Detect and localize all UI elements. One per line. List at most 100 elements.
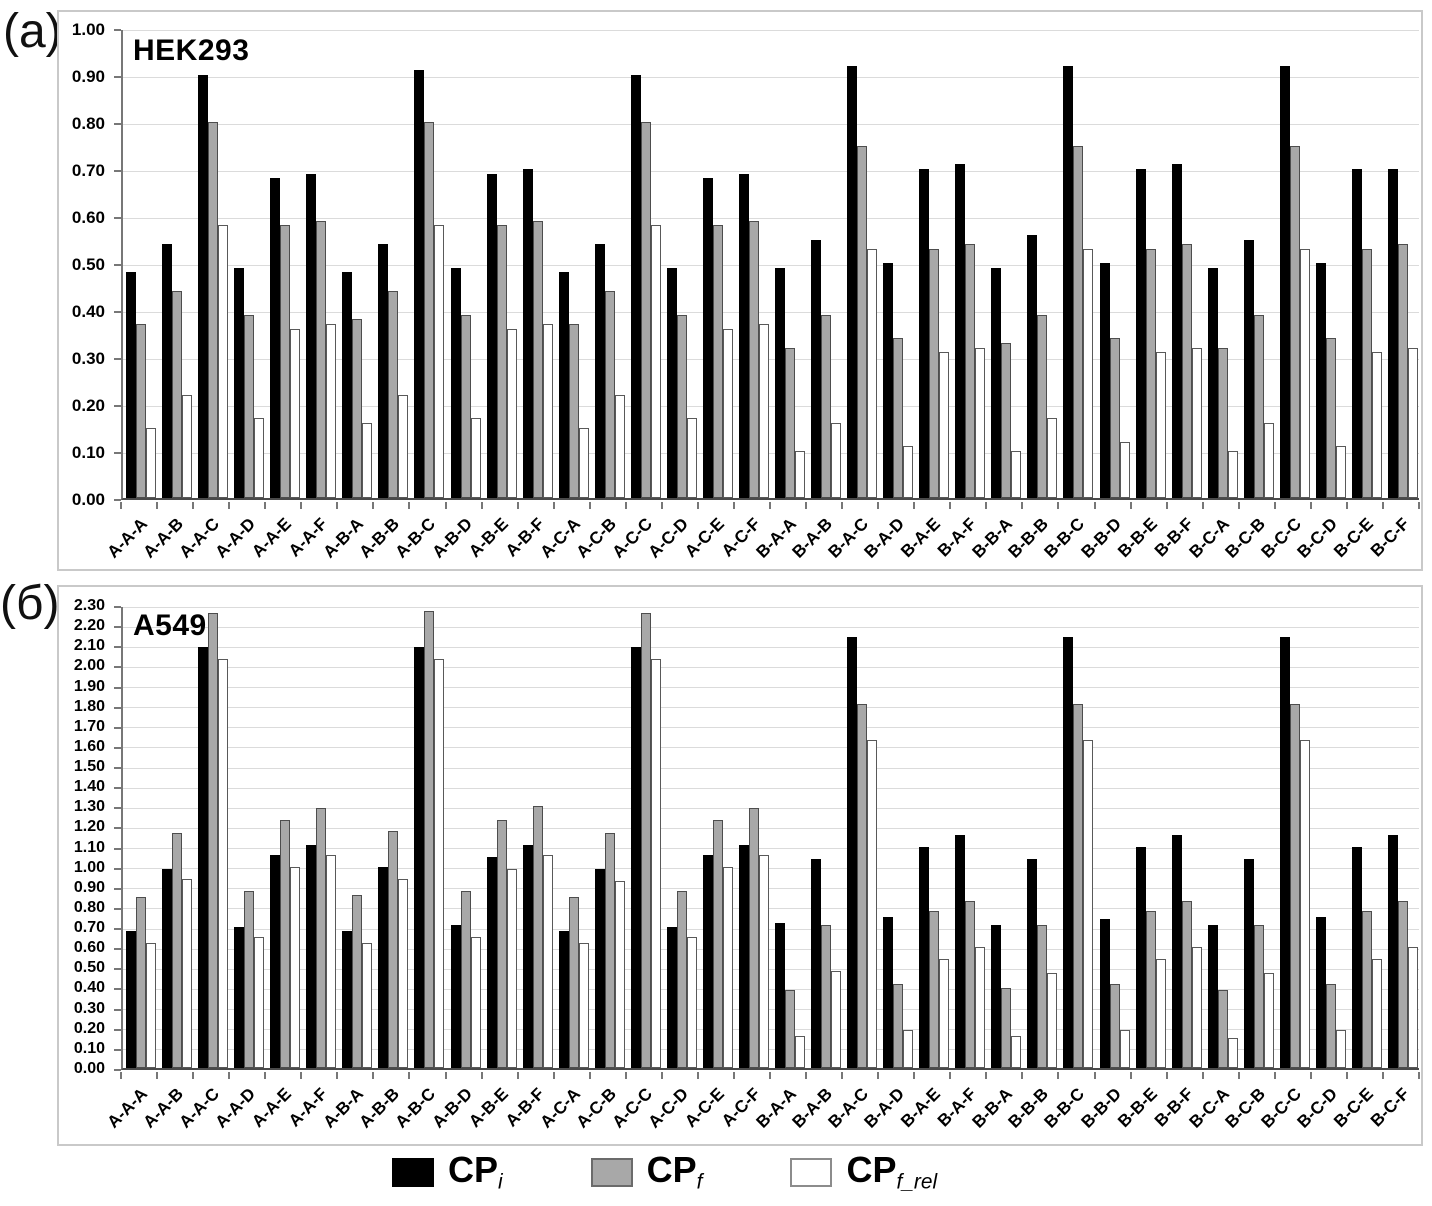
bar-cp-f-rel-a-c-d [686, 418, 697, 498]
y-axis-tick-mark [114, 867, 121, 870]
bar-cp-f-b-a-b [821, 314, 832, 498]
x-axis-category-label: A-B-D [428, 1084, 476, 1132]
gridline [123, 452, 1419, 454]
y-axis-tick-label: 0.10 [71, 443, 105, 462]
bar-cp-i-a-b-d [450, 267, 461, 498]
y-axis-labels: 0.00 0.10 0.20 0.30 0.40 0.50 0.60 0.70 0.80 0.90… [59, 20, 113, 509]
bar-cp-i-b-b-b [1027, 858, 1038, 1068]
bar-cp-f-rel-a-a-a [146, 943, 157, 1068]
bar-cp-i-a-a-d [234, 927, 245, 1068]
bar-cp-f-rel-a-b-e [506, 868, 517, 1068]
x-axis-tick-mark [696, 1072, 699, 1079]
bar-cp-f-rel-a-a-b [182, 394, 193, 498]
x-axis-labels: A-A-A A-A-B A-A-C A-A-D A-A-E A-A-F A-B-A A-B-B… [104, 510, 1419, 580]
bar-cp-i-a-b-c [414, 647, 425, 1068]
bar-cp-f-b-c-e [1361, 248, 1372, 498]
bar-cp-i-a-a-f [306, 844, 317, 1068]
y-axis-tick-mark [114, 1008, 121, 1011]
x-axis-tick-mark [228, 502, 231, 509]
y-axis-tick-mark [114, 907, 121, 910]
x-axis-category-label: B-C-A [1185, 514, 1233, 562]
bar-cp-f-rel-b-b-f [1191, 947, 1202, 1068]
bar-cp-f-rel-a-b-a [362, 943, 373, 1068]
bar-cp-f-rel-a-c-d [686, 937, 697, 1068]
x-axis-category-label: B-A-C [824, 514, 873, 562]
bar-cp-i-b-c-b [1243, 858, 1254, 1068]
x-axis-tick-mark [1418, 502, 1420, 509]
bar-cp-f-b-c-f [1397, 244, 1408, 498]
y-axis-tick-mark [114, 646, 121, 649]
bar-cp-f-b-a-a [785, 989, 796, 1068]
bar-cp-i-a-c-c [630, 647, 641, 1068]
x-axis-category-label: B-B-D [1077, 514, 1125, 562]
x-axis-category-label: B-A-E [897, 1084, 945, 1132]
x-axis-category-label: A-C-E [681, 514, 728, 562]
bar-cp-f-b-b-b [1037, 314, 1048, 498]
x-axis-tick-mark [444, 502, 447, 509]
legend-item-cp-i: CPi [392, 1152, 503, 1193]
x-axis-tick-mark [805, 502, 808, 509]
y-axis-tick-label: 0.00 [73, 1060, 105, 1077]
gridline [123, 264, 1419, 266]
bar-cp-f-a-c-f [748, 808, 759, 1068]
bar-cp-f-b-a-a [785, 347, 796, 498]
x-axis-category-label: B-A-C [824, 1084, 873, 1132]
bar-cp-i-b-a-e [919, 169, 930, 498]
bar-cp-f-rel-b-b-f [1191, 347, 1202, 498]
bar-cp-f-a-a-c [208, 613, 219, 1068]
bar-cp-i-b-a-d [883, 263, 894, 498]
bar-cp-f-a-a-b [172, 832, 183, 1068]
bar-cp-i-a-c-b [594, 244, 605, 498]
bar-cp-i-a-c-a [558, 931, 569, 1068]
x-axis-category-label: B-B-D [1077, 1084, 1125, 1132]
x-axis-category-label: B-C-D [1293, 1084, 1341, 1132]
bar-cp-f-rel-b-b-c [1083, 248, 1094, 498]
x-axis-tick-mark [192, 502, 195, 509]
bar-cp-f-b-c-a [1217, 989, 1228, 1068]
x-axis-category-label: B-B-B [1004, 1084, 1053, 1132]
bar-cp-i-b-b-e [1135, 846, 1146, 1068]
y-axis-tick-label: 2.20 [73, 617, 105, 635]
x-axis-tick-mark [1381, 502, 1384, 509]
x-axis-tick-mark [769, 502, 771, 509]
y-axis-tick-label: 1.30 [73, 798, 105, 816]
bar-cp-i-b-a-e [919, 846, 930, 1068]
y-axis-tick-label: 0.30 [73, 999, 105, 1017]
gridline [123, 1009, 1419, 1011]
bar-cp-f-rel-a-a-d [254, 937, 265, 1068]
gridline [123, 807, 1419, 809]
panel-a-title: HEK293 [133, 34, 250, 67]
bar-cp-i-a-a-c [198, 647, 209, 1068]
y-axis-tick-mark [114, 264, 121, 266]
x-axis-tick-mark [660, 502, 663, 509]
bar-cp-f-b-b-e [1145, 248, 1156, 498]
y-axis-tick-label: 0.60 [71, 208, 105, 227]
bar-cp-i-a-b-a [342, 272, 353, 498]
bar-cp-i-b-b-c [1063, 65, 1074, 498]
bar-cp-i-a-b-e [486, 856, 497, 1068]
y-axis-tick-label: 0.60 [73, 939, 105, 957]
x-axis-tick-mark [1201, 1072, 1204, 1079]
x-axis-category-label: B-C-F [1366, 514, 1413, 561]
x-axis-tick-mark [120, 502, 122, 509]
x-axis-tick-mark [1309, 502, 1312, 509]
bar-cp-f-rel-b-c-c [1299, 248, 1310, 498]
x-axis-tick-mark [913, 1072, 916, 1079]
bar-cp-f-b-c-c [1289, 145, 1300, 498]
bar-cp-f-a-b-c [424, 122, 435, 498]
x-axis-tick-mark [841, 1072, 844, 1079]
bar-cp-f-a-b-a [352, 319, 363, 498]
x-axis-category-label: A-B-C [392, 514, 440, 562]
x-axis-tick-mark [1021, 502, 1024, 509]
bar-cp-f-rel-b-c-d [1335, 446, 1346, 498]
bar-cp-f-rel-a-b-c [434, 225, 445, 498]
bar-cp-f-rel-b-c-f [1407, 947, 1418, 1068]
bar-cp-i-a-a-b [162, 244, 173, 498]
bar-cp-f-b-c-e [1361, 911, 1372, 1068]
y-axis-tick-mark [114, 928, 121, 931]
bar-cp-f-rel-a-b-d [470, 937, 481, 1068]
bar-cp-f-b-a-b [821, 925, 832, 1068]
bar-cp-f-b-b-a [1001, 342, 1012, 498]
y-axis-tick-mark [114, 123, 121, 125]
